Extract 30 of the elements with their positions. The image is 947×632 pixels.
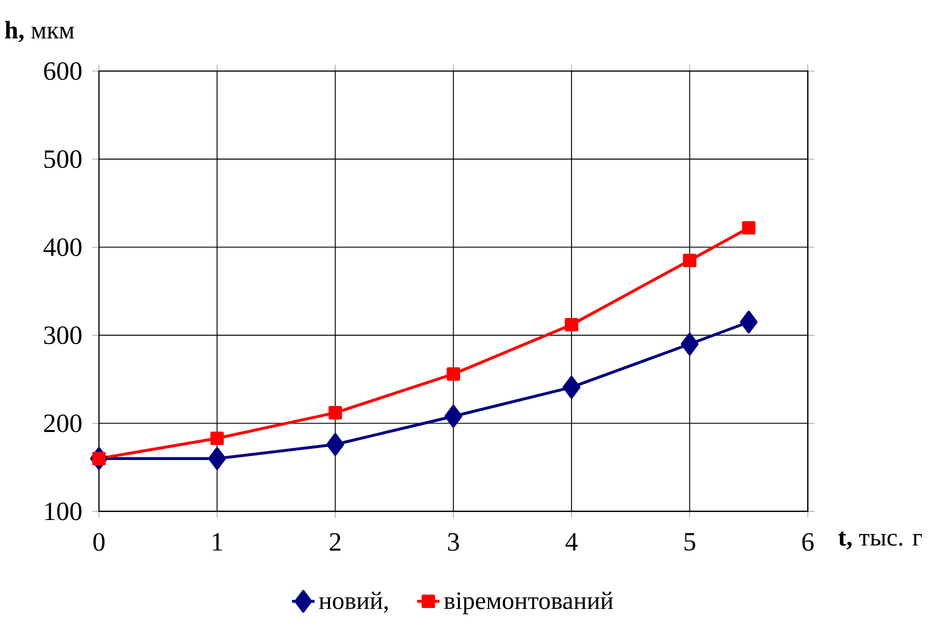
x-tick-label: 1: [212, 533, 222, 551]
y-axis-title: h, мкм: [5, 21, 74, 42]
point: [328, 406, 342, 420]
point: [562, 376, 580, 399]
x-tick-label: 3: [448, 533, 459, 551]
point: [564, 318, 578, 332]
x-tick-label: 6: [802, 533, 814, 551]
y-tick-label: 200: [44, 414, 82, 432]
y-tick-label: 100: [45, 502, 82, 520]
point: [742, 221, 756, 235]
point: [92, 452, 106, 466]
y-tick-label: 500: [44, 150, 82, 168]
point: [444, 405, 462, 428]
y-tick-label: 300: [44, 326, 82, 344]
x-axis-title: t, тыс. г: [838, 532, 922, 550]
x-tick-label: 4: [565, 533, 578, 551]
legend-label: віремонтований: [444, 592, 613, 614]
x-tick-label: 5: [684, 533, 696, 551]
y-tick-label: 600: [44, 62, 82, 80]
y-tick-label: 400: [44, 238, 82, 256]
legend-label: новий,: [319, 592, 388, 613]
x-tick-label: 0: [93, 533, 105, 551]
point: [740, 310, 758, 334]
x-tick-label: 2: [330, 533, 340, 551]
point: [326, 433, 344, 456]
point: [680, 332, 699, 356]
point: [446, 367, 460, 381]
point: [208, 447, 226, 470]
point: [682, 254, 696, 268]
point: [210, 432, 224, 446]
